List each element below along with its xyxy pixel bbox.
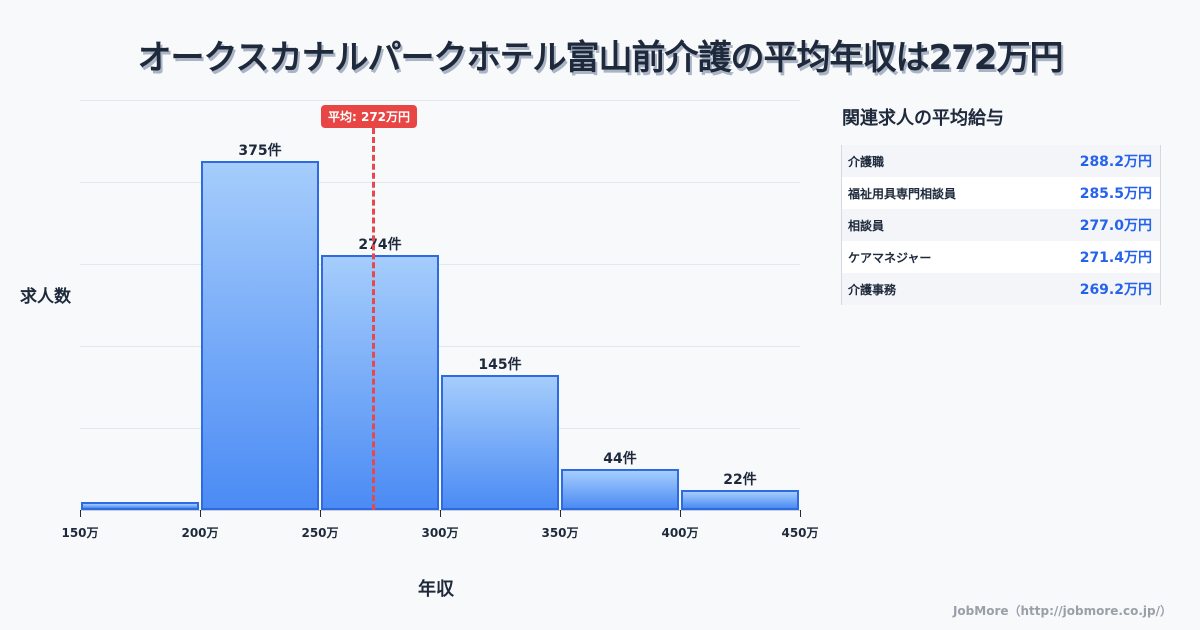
histogram-bar [81, 501, 199, 510]
job-salary: 269.2万円 [1079, 282, 1152, 298]
histogram-bar [441, 374, 559, 510]
x-tick-label: 250万 [301, 526, 339, 540]
histogram-bar [681, 489, 799, 510]
table-row: 介護事務 269.2万円 [842, 273, 1160, 305]
table-row: ケアマネジャー 271.4万円 [842, 241, 1160, 273]
histogram-chart: 求人数 年収 375件 274件 145件 44件 22件 150万 200万 250万 30… [20, 100, 819, 600]
job-name: 介護職 [848, 154, 885, 169]
gridline [80, 182, 800, 183]
x-tick-label: 200万 [181, 526, 219, 540]
bar-value-label: 145件 [478, 356, 522, 373]
job-name: 相談員 [848, 218, 885, 233]
x-tick-label: 150万 [61, 526, 99, 540]
gridline [80, 264, 800, 265]
table-row: 相談員 277.0万円 [842, 209, 1160, 241]
histogram-bar [201, 160, 319, 510]
x-tick [560, 510, 561, 517]
x-tick-label: 300万 [421, 526, 459, 540]
histogram-bar [561, 469, 679, 510]
average-line [372, 128, 375, 510]
x-tick [200, 510, 201, 517]
bar-value-label: 375件 [238, 142, 282, 159]
bar-value-label: 274件 [358, 236, 402, 253]
job-name: ケアマネジャー [848, 250, 932, 265]
job-name: 介護事務 [848, 282, 897, 297]
job-salary: 285.5万円 [1079, 186, 1152, 202]
x-tick [800, 510, 801, 517]
related-salary-table: 介護職 288.2万円 福祉用具専門相談員 285.5万円 相談員 277.0万円 ケ… [841, 145, 1161, 305]
gridline [80, 346, 800, 347]
job-name: 福祉用具専門相談員 [848, 186, 957, 201]
footer-credit: JobMore（http://jobmore.co.jp/） [952, 604, 1172, 618]
gridline [80, 100, 800, 101]
x-tick-label: 400万 [661, 526, 699, 540]
x-tick [320, 510, 321, 517]
table-row: 福祉用具専門相談員 285.5万円 [842, 177, 1160, 209]
gridline [80, 428, 800, 429]
histogram-bar [321, 254, 439, 510]
bar-value-label: 44件 [603, 451, 637, 467]
x-tick [440, 510, 441, 517]
bar-value-label: 22件 [723, 471, 757, 488]
average-badge: 平均: 272万円 [321, 105, 418, 128]
x-tick [80, 510, 81, 517]
x-tick [680, 510, 681, 517]
x-tick-label: 350万 [541, 526, 579, 540]
table-row: 介護職 288.2万円 [842, 145, 1160, 177]
job-salary: 271.4万円 [1079, 250, 1152, 266]
page-title: オークスカナルパークホテル富山前介護の平均年収は272万円 [137, 38, 1064, 78]
related-salary-title: 関連求人の平均給与 [842, 108, 1004, 129]
x-tick-label: 450万 [781, 526, 819, 540]
job-salary: 288.2万円 [1079, 154, 1152, 170]
y-axis-label: 求人数 [20, 287, 71, 307]
x-axis-label: 年収 [418, 579, 454, 600]
job-salary: 277.0万円 [1079, 218, 1152, 234]
